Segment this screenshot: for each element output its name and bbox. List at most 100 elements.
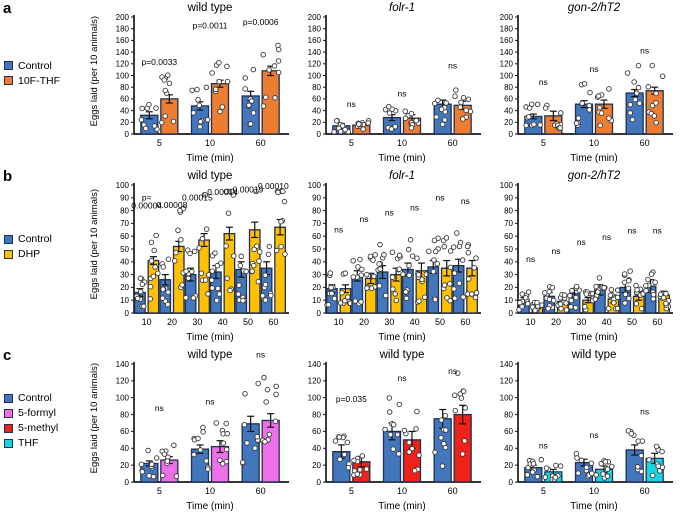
y-tick-label: 0: [317, 130, 322, 139]
scatter-point: [663, 290, 669, 297]
scatter-point: [406, 262, 412, 269]
y-tick-label: 60: [120, 95, 129, 104]
y-tick-label: 140: [116, 360, 130, 369]
scatter-point: [364, 285, 370, 291]
scatter-point: [250, 66, 257, 73]
scatter-point: [161, 77, 167, 83]
legend-swatch-icon: [4, 76, 13, 85]
scatter-point: [243, 268, 249, 275]
scatter-point: [633, 301, 640, 307]
x-tick-label: 40: [602, 317, 612, 327]
scatter-point: [350, 258, 356, 264]
scatter-point: [248, 98, 255, 104]
x-tick-label: 5: [541, 486, 546, 496]
chart-b-1: wild type010203040506070809010010p=0.000…: [116, 170, 289, 343]
scatter-point: [196, 102, 203, 109]
scatter-point: [203, 458, 210, 464]
bar-DHP: [274, 226, 286, 314]
scatter-point: [327, 270, 334, 276]
scatter-point: [146, 101, 152, 108]
y-tick-label: 40: [120, 106, 129, 115]
scatter-point: [329, 290, 335, 297]
scatter-point: [401, 427, 408, 434]
scatter-point: [405, 246, 412, 253]
sig-label: ns: [155, 403, 164, 413]
y-tick-label: 20: [312, 118, 321, 127]
scatter-point: [605, 305, 612, 312]
scatter-point: [464, 243, 471, 250]
scatter-point: [161, 451, 168, 457]
legend-swatch-icon: [4, 234, 13, 244]
y-tick-label: 120: [308, 377, 322, 386]
sig-label: ns: [398, 373, 407, 383]
scatter-point: [614, 294, 621, 301]
y-tick-label: 80: [120, 83, 129, 92]
scatter-point: [209, 70, 215, 76]
scatter-point: [435, 97, 441, 103]
legend-item: 10F-THF: [4, 75, 86, 87]
legend-a: Control 10F-THF: [0, 60, 86, 87]
scatter-point: [160, 286, 166, 292]
scatter-point: [583, 291, 590, 297]
scatter-point: [216, 59, 222, 66]
x-tick-label: 60: [448, 486, 458, 496]
scatter-point: [265, 251, 272, 258]
y-tick-label: 90: [120, 194, 129, 203]
y-tick-label: 40: [312, 444, 321, 453]
legend-item: Control: [4, 392, 86, 404]
y-tick-label: 40: [312, 258, 321, 267]
legend-label: 5-formyl: [18, 407, 56, 419]
x-tick-label: 30: [384, 317, 394, 327]
scatter-point: [602, 459, 609, 465]
sig-label: 0.00014: [207, 187, 238, 197]
scatter-point: [358, 299, 364, 305]
scatter-point: [198, 270, 205, 276]
scatter-point: [394, 431, 401, 438]
scatter-point: [164, 458, 171, 464]
scatter-point: [450, 244, 457, 250]
y-tick-label: 100: [308, 181, 322, 190]
y-tick-label: 10: [504, 296, 513, 305]
scatter-point: [465, 250, 472, 256]
scatter-point: [601, 285, 607, 291]
scatter-point: [256, 249, 263, 255]
scatter-point: [224, 430, 230, 437]
scatter-point: [573, 283, 580, 290]
scatter-point: [396, 252, 403, 259]
chart-a-2: folr-1 0 20 40 60 80 100 120 140 160 180 200 5 ns 10 ns…: [308, 2, 481, 164]
scatter-point: [256, 258, 262, 264]
scatter-point: [622, 300, 628, 306]
x-tick-label: 50: [627, 317, 637, 327]
y-tick-label: 120: [500, 377, 514, 386]
y-tick-label: 200: [500, 13, 514, 22]
scatter-point: [406, 272, 412, 278]
scatter-point: [205, 291, 211, 297]
scatter-point: [253, 188, 259, 195]
scatter-point: [646, 457, 652, 463]
y-tick-label: 0: [509, 130, 514, 139]
y-tick-label: 90: [312, 194, 321, 203]
scatter-point: [635, 84, 642, 91]
scatter-point: [441, 243, 447, 250]
scatter-point: [219, 461, 226, 467]
scatter-point: [356, 121, 362, 127]
scatter-point: [337, 456, 343, 463]
panel-label-a: a: [3, 0, 12, 17]
scatter-point: [600, 471, 606, 477]
y-tick-label: 80: [504, 410, 513, 419]
scatter-point: [462, 405, 468, 411]
y-tick-label: 10: [120, 296, 129, 305]
scatter-point: [523, 122, 529, 129]
scatter-point: [614, 287, 621, 293]
scatter-point: [189, 268, 195, 275]
y-tick-label: 40: [120, 258, 129, 267]
scatter-point: [631, 79, 637, 85]
scatter-point: [472, 294, 479, 301]
scatter-point: [635, 62, 642, 69]
scatter-point: [242, 86, 248, 92]
scatter-point: [563, 300, 569, 306]
sig-label: ns: [539, 440, 548, 450]
scatter-point: [406, 439, 412, 446]
scatter-point: [185, 275, 192, 281]
scatter-point: [411, 467, 418, 474]
